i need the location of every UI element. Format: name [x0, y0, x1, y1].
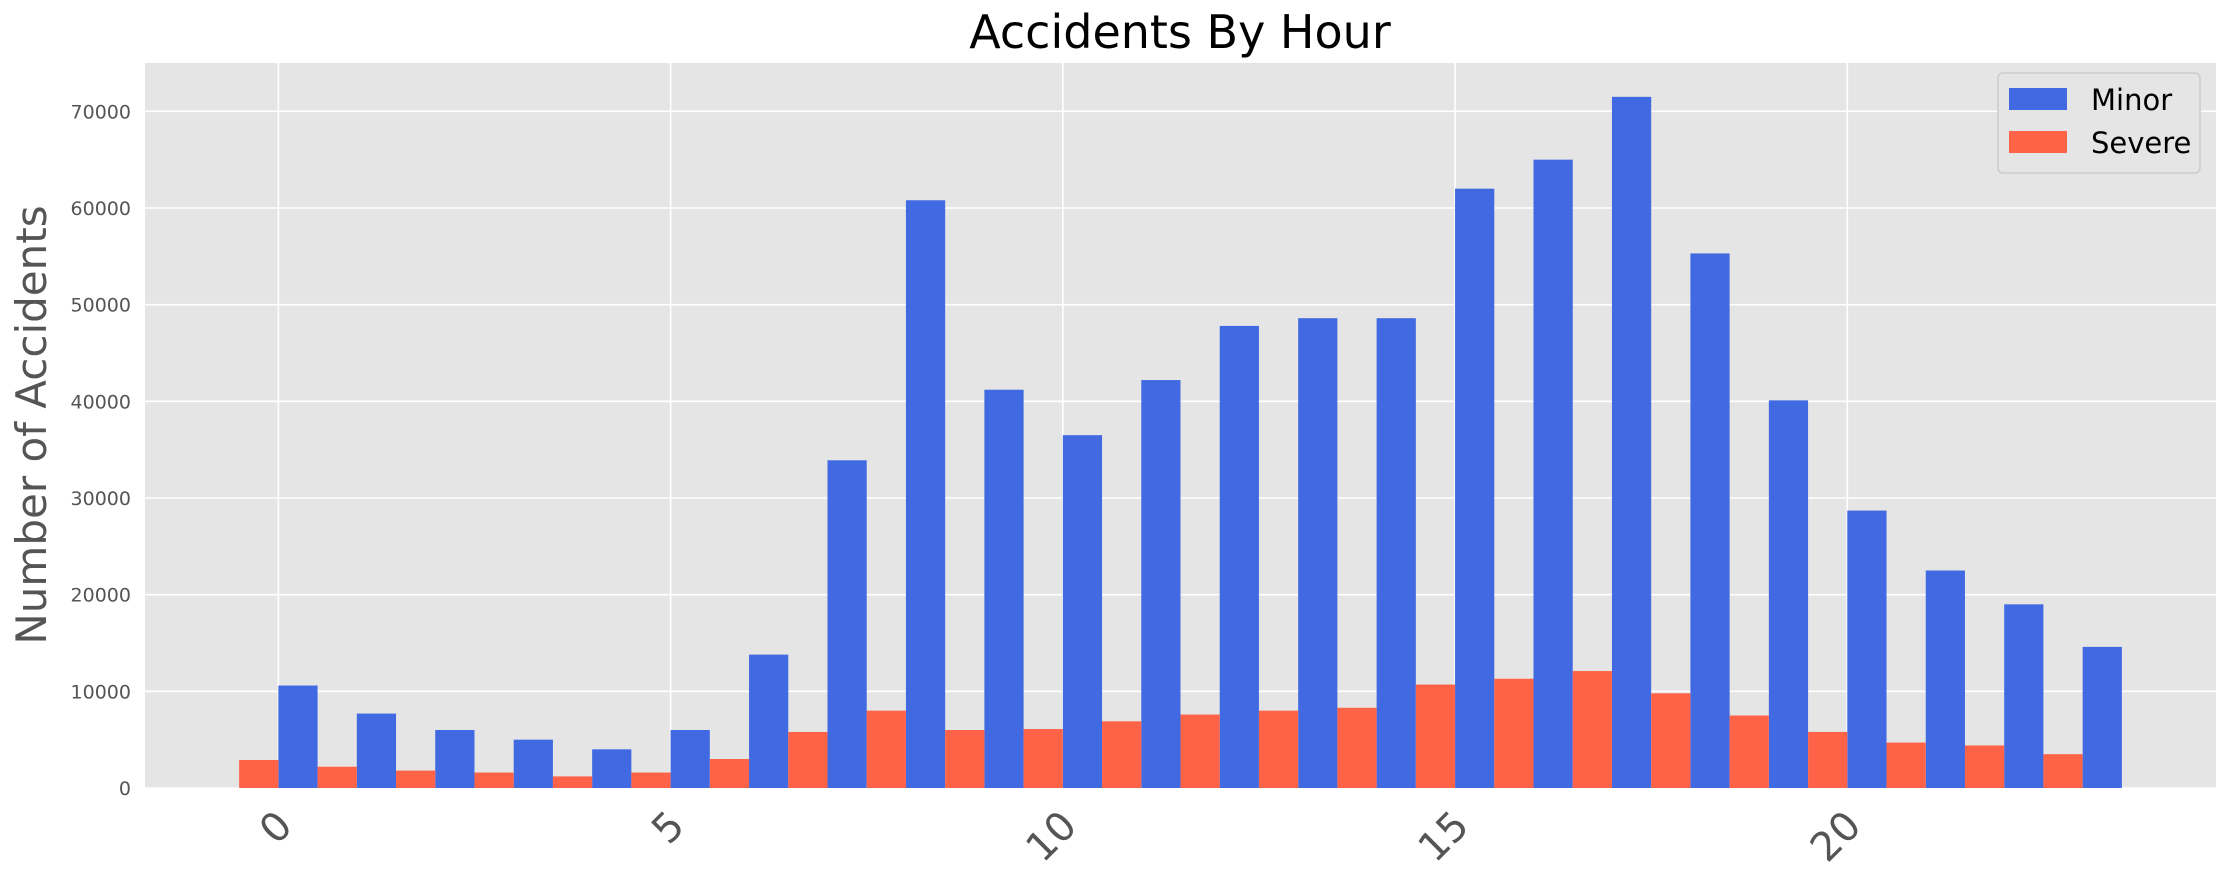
y-tick-label: 60000: [71, 198, 131, 220]
x-tick-labels: 0 5 10 15 20: [251, 803, 1870, 872]
bar-severe-hour-23: [2043, 754, 2083, 788]
bar-severe-hour-2: [396, 770, 436, 788]
bar-minor-hour-6: [749, 654, 789, 788]
bar-minor-hour-20: [1847, 510, 1887, 788]
bar-minor-hour-3: [513, 739, 553, 788]
y-tick-label: 10000: [71, 681, 131, 703]
legend-label-minor: Minor: [2091, 83, 2172, 117]
bar-minor-hour-2: [435, 730, 475, 788]
bar-severe-hour-1: [317, 766, 357, 788]
bar-minor-hour-1: [356, 713, 397, 788]
bar-minor-hour-0: [278, 685, 318, 788]
bar-minor-hour-16: [1533, 159, 1573, 788]
x-tick-label: 0: [251, 803, 302, 854]
y-tick-label: 0: [119, 778, 131, 800]
bar-severe-hour-7: [788, 731, 828, 788]
legend-label-severe: Severe: [2091, 126, 2191, 160]
bar-severe-hour-8: [866, 710, 906, 788]
bar-minor-hour-11: [1141, 380, 1181, 788]
bar-severe-hour-14: [1337, 707, 1377, 788]
y-tick-label: 50000: [71, 295, 131, 317]
bar-severe-hour-4: [552, 776, 593, 788]
bar-minor-hour-14: [1376, 318, 1416, 788]
bar-minor-hour-15: [1455, 188, 1495, 788]
bar-severe-hour-9: [945, 730, 985, 788]
y-tick-labels: 0 10000 20000 30000 40000 50000 60000 70000: [71, 101, 131, 800]
bar-severe-hour-3: [474, 772, 514, 788]
chart-title: Accidents By Hour: [969, 5, 1391, 59]
bar-severe-hour-18: [1651, 693, 1691, 788]
y-tick-label: 70000: [71, 101, 131, 123]
bar-severe-hour-22: [1964, 745, 2005, 788]
bar-severe-hour-12: [1180, 714, 1220, 788]
y-axis-label: Number of Accidents: [7, 205, 56, 644]
bar-severe-hour-13: [1258, 710, 1299, 788]
legend-swatch-severe: [2009, 131, 2067, 153]
legend-swatch-minor: [2009, 88, 2067, 110]
bar-severe-hour-17: [1572, 671, 1612, 788]
bar-minor-hour-4: [592, 749, 632, 788]
bar-severe-hour-6: [709, 759, 750, 788]
y-tick-label: 30000: [71, 488, 131, 510]
bar-severe-hour-21: [1886, 742, 1926, 788]
x-tick-label: 15: [1410, 803, 1479, 872]
bar-minor-hour-17: [1611, 96, 1652, 789]
bar-minor-hour-7: [827, 460, 867, 788]
bar-severe-hour-0: [239, 759, 279, 788]
x-tick-label: 20: [1802, 803, 1871, 872]
x-tick-label: 5: [643, 803, 694, 854]
bar-severe-hour-16: [1494, 678, 1534, 788]
bar-severe-hour-19: [1729, 715, 1769, 788]
bar-minor-hour-5: [670, 730, 710, 788]
legend: Minor Severe: [1997, 72, 2201, 174]
bar-minor-hour-10: [1062, 435, 1103, 788]
bar-minor-hour-13: [1298, 318, 1338, 788]
y-tick-label: 40000: [71, 391, 131, 413]
bar-severe-hour-20: [1808, 731, 1848, 788]
x-tick-label: 10: [1017, 803, 1086, 872]
bars: [239, 96, 2122, 789]
bar-minor-hour-12: [1219, 325, 1259, 788]
bar-severe-hour-15: [1415, 684, 1456, 788]
bar-minor-hour-9: [984, 389, 1024, 788]
bar-severe-hour-11: [1102, 721, 1142, 788]
bar-severe-hour-5: [631, 772, 671, 788]
bar-minor-hour-18: [1690, 253, 1730, 788]
y-tick-label: 20000: [71, 585, 131, 607]
bar-minor-hour-19: [1768, 400, 1809, 788]
bar-minor-hour-22: [2004, 604, 2044, 788]
bar-minor-hour-8: [905, 200, 946, 788]
bar-minor-hour-23: [2082, 646, 2122, 788]
bar-severe-hour-10: [1023, 729, 1063, 788]
bar-minor-hour-21: [1925, 570, 1965, 788]
